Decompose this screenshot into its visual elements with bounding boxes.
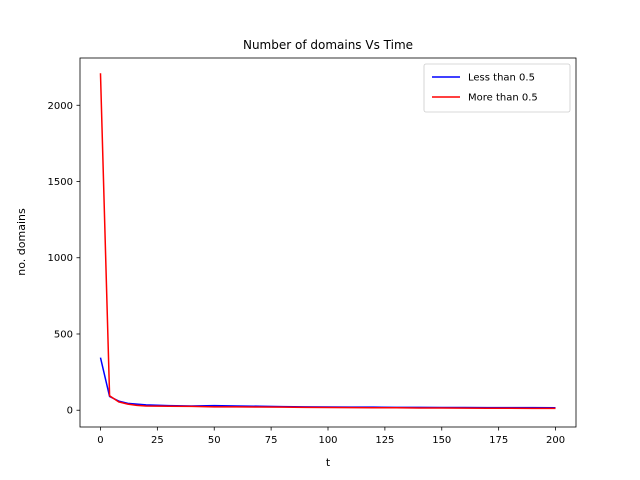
y-tick-label: 1500	[48, 177, 73, 188]
x-tick-label: 25	[151, 435, 164, 446]
x-tick-label: 200	[546, 435, 565, 446]
legend-label-1: More than 0.5	[468, 93, 538, 104]
y-axis-label: no. domains	[15, 208, 28, 276]
legend: Less than 0.5 More than 0.5	[423, 63, 571, 113]
plot-area	[99, 73, 556, 410]
x-axis-label: t	[326, 456, 331, 469]
y-tick-label: 0	[67, 406, 73, 417]
legend-box	[423, 63, 571, 113]
chart-title: Number of domains Vs Time	[243, 38, 413, 52]
legend-label-0: Less than 0.5	[468, 73, 535, 84]
x-tick-label: 75	[265, 435, 278, 446]
x-tick-label: 150	[432, 435, 451, 446]
y-tick-label: 2000	[48, 101, 73, 112]
y-tick-label: 500	[54, 329, 73, 340]
x-tick-label: 100	[318, 435, 337, 446]
x-tick-label: 125	[375, 435, 394, 446]
x-tick-label: 50	[208, 435, 221, 446]
y-tick-label: 1000	[48, 253, 73, 264]
series-line-1	[99, 73, 556, 410]
x-tick-label: 0	[97, 435, 103, 446]
x-tick-label: 175	[489, 435, 508, 446]
